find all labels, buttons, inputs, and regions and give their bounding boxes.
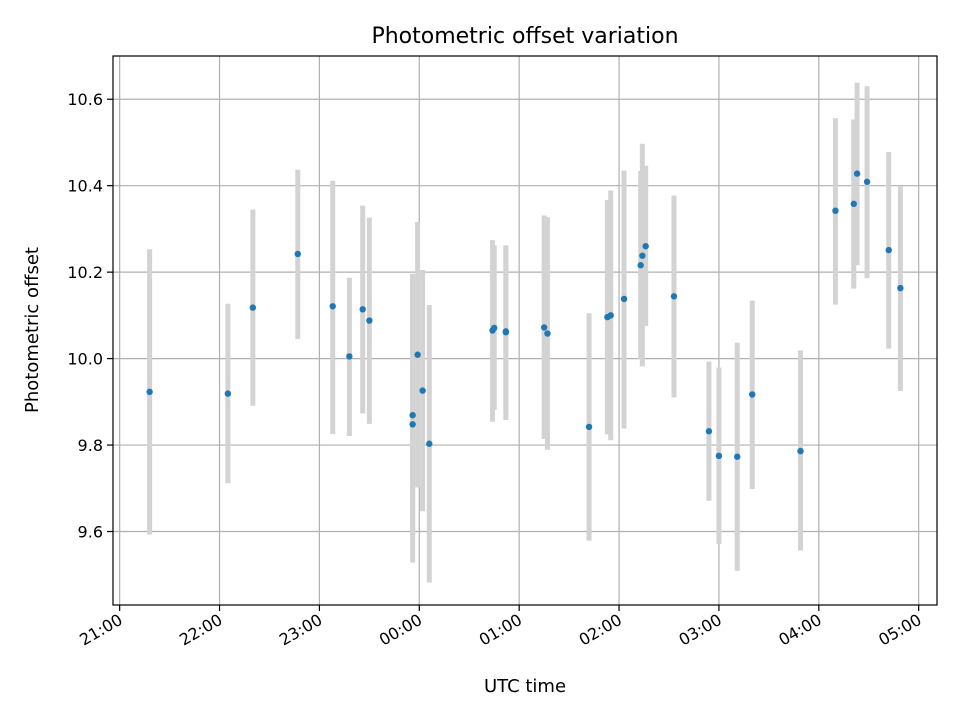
data-point (585, 423, 593, 431)
y-tick-label: 10.4 (67, 177, 103, 196)
data-point (502, 328, 510, 335)
y-tick-label: 9.6 (78, 523, 103, 542)
data-point (797, 447, 804, 455)
data-point (359, 306, 366, 313)
data-point (639, 252, 646, 259)
data-point (853, 170, 861, 177)
data-point (715, 452, 723, 460)
data-point (249, 304, 257, 311)
data-point (540, 324, 548, 331)
data-point (850, 200, 857, 208)
y-tick-label: 10.0 (67, 350, 103, 369)
data-point (366, 317, 373, 324)
data-point (705, 428, 713, 435)
data-point (346, 353, 353, 360)
data-point (863, 178, 871, 185)
data-point (897, 284, 904, 292)
data-point (885, 246, 892, 254)
data-point (607, 312, 614, 319)
x-axis-label: UTC time (484, 676, 566, 697)
data-point (620, 295, 628, 303)
data-point (419, 387, 426, 394)
data-point (491, 324, 498, 332)
data-point (642, 243, 649, 250)
data-point (670, 293, 678, 300)
data-point (637, 262, 644, 269)
y-tick-label: 10.6 (67, 90, 103, 109)
data-point (146, 388, 153, 396)
data-point (409, 412, 416, 419)
data-point (329, 303, 336, 310)
data-point (544, 330, 551, 337)
data-point (224, 390, 232, 397)
data-point (294, 250, 301, 258)
y-tick-label: 10.2 (67, 263, 103, 282)
data-point (749, 391, 756, 398)
data-points (146, 170, 904, 460)
plot-area-background (113, 56, 937, 605)
data-point (832, 207, 839, 214)
plot-frame (112, 55, 938, 606)
data-point (414, 351, 421, 358)
data-point (426, 440, 433, 447)
y-axis-label: Photometric offset (22, 247, 43, 413)
data-point (409, 421, 416, 428)
data-point (734, 453, 741, 460)
chart-title: Photometric offset variation (371, 24, 678, 49)
y-tick-label: 9.8 (78, 436, 103, 455)
